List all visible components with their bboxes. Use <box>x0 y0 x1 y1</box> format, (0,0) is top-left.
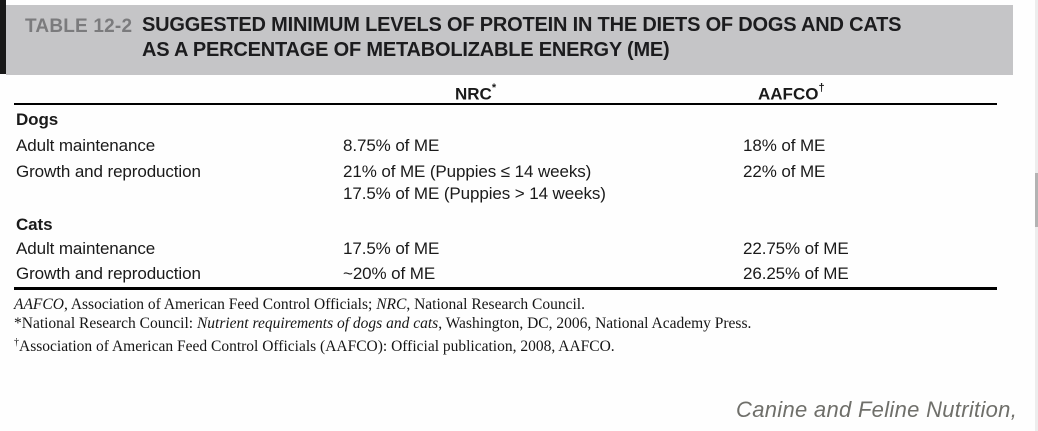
section-header-cats: Cats <box>16 215 53 234</box>
table-row: Growth and reproduction 21% of ME (Puppi… <box>16 161 997 205</box>
scrollbar-thumb[interactable] <box>1035 173 1038 227</box>
row-label: Adult maintenance <box>16 239 156 258</box>
nrc-value: 8.75% of ME <box>343 136 440 155</box>
aafco-value: 18% of ME <box>743 136 826 155</box>
footnote-nrc-source: *National Research Council: Nutrient req… <box>14 314 751 333</box>
table-header-band: TABLE 12-2 SUGGESTED MINIMUM LEVELS OF P… <box>6 5 1013 75</box>
column-header-nrc-footnote-marker: * <box>491 82 497 94</box>
footnote-aafco-source: †Association of American Feed Control Of… <box>14 333 751 356</box>
page-edge-artifact <box>0 0 6 74</box>
footnote-text: *National Research Council: <box>14 315 197 332</box>
table-body: Dogs Adult maintenance 8.75% of ME 18% o… <box>16 109 997 285</box>
nrc-value: 17.5% of ME <box>343 239 440 258</box>
table-row: Adult maintenance 17.5% of ME 22.75% of … <box>16 238 997 260</box>
footnote-term-nrc: NRC <box>376 296 407 313</box>
nrc-value: 21% of ME (Puppies ≤ 14 weeks) 17.5% of … <box>343 161 743 205</box>
aafco-value: 22% of ME <box>743 162 826 181</box>
aafco-value: 26.25% of ME <box>743 264 849 283</box>
footnote-text: , Association of American Feed Control O… <box>63 296 377 313</box>
column-header-aafco: AAFCO† <box>758 82 825 105</box>
footnote-term-aafco: AAFCO <box>14 296 64 313</box>
aafco-value: 22.75% of ME <box>743 239 849 258</box>
footnote-text: Association of American Feed Control Off… <box>19 338 615 356</box>
footnote-text: , National Research Council. <box>406 296 585 313</box>
table-title-line2: AS A PERCENTAGE OF METABOLIZABLE ENERGY … <box>142 39 670 61</box>
row-label: Adult maintenance <box>16 136 156 155</box>
nrc-value-line1: 21% of ME (Puppies ≤ 14 weeks) <box>343 162 592 181</box>
column-header-aafco-label: AAFCO <box>758 84 819 104</box>
table-title-line1: SUGGESTED MINIMUM LEVELS OF PROTEIN IN T… <box>142 14 902 36</box>
table-bottom-rule <box>14 287 997 290</box>
nrc-value-line2: 17.5% of ME (Puppies > 14 weeks) <box>343 184 606 203</box>
footnotes: AAFCO, Association of American Feed Cont… <box>14 295 751 356</box>
row-label: Growth and reproduction <box>16 162 201 181</box>
table-number-label: TABLE 12-2 <box>25 16 133 37</box>
section-row-cats: Cats <box>16 214 997 236</box>
dagger-marker: † <box>14 337 19 348</box>
footnote-text: , Washington, DC, 2006, National Academy… <box>438 315 752 332</box>
column-header-nrc-label: NRC <box>455 84 492 104</box>
table-row: Growth and reproduction ~20% of ME 26.25… <box>16 263 997 285</box>
header-rule <box>14 103 997 105</box>
table-title: SUGGESTED MINIMUM LEVELS OF PROTEIN IN T… <box>142 13 901 63</box>
column-header-nrc: NRC* <box>455 82 497 105</box>
row-label: Growth and reproduction <box>16 264 201 283</box>
footnote-book-title: Nutrient requirements of dogs and cats <box>196 315 439 332</box>
column-header-aafco-footnote-marker: † <box>818 82 825 94</box>
section-row-dogs: Dogs <box>16 109 997 131</box>
table-row: Adult maintenance 8.75% of ME 18% of ME <box>16 135 997 157</box>
footnote-abbreviations: AAFCO, Association of American Feed Cont… <box>14 295 751 314</box>
section-header-dogs: Dogs <box>16 110 59 129</box>
nrc-value: ~20% of ME <box>343 264 436 283</box>
book-attribution: Canine and Feline Nutrition, <box>736 397 1018 422</box>
